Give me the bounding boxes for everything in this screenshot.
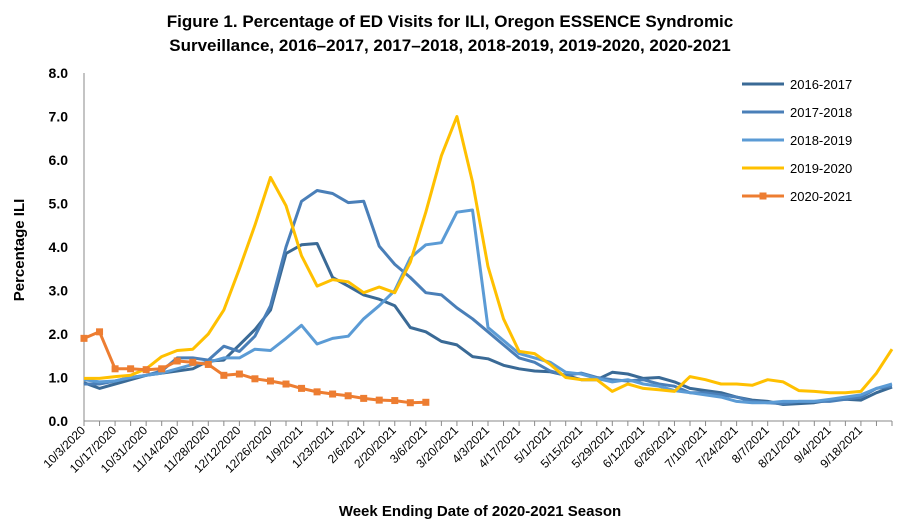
- data-point-2020-2021: [313, 388, 321, 396]
- legend-label-2020-2021: 2020-2021: [790, 189, 852, 204]
- y-tick-label: 5.0: [49, 196, 69, 212]
- legend-label-2019-2020: 2019-2020: [790, 161, 852, 176]
- x-axis-ticks: 10/3/202010/17/202010/31/202011/14/20201…: [40, 421, 893, 476]
- legend-label-2016-2017: 2016-2017: [790, 77, 852, 92]
- y-axis-label: Percentage ILI: [11, 199, 28, 302]
- y-tick-label: 1.0: [49, 370, 69, 386]
- y-tick-label: 0.0: [49, 413, 69, 429]
- data-point-2020-2021: [158, 365, 166, 373]
- data-point-2020-2021: [80, 334, 88, 342]
- data-point-2020-2021: [298, 384, 306, 392]
- y-tick-label: 3.0: [49, 283, 69, 299]
- data-point-2020-2021: [173, 357, 181, 365]
- data-point-2020-2021: [235, 370, 243, 378]
- y-tick-label: 8.0: [49, 65, 69, 81]
- y-tick-label: 2.0: [49, 326, 69, 342]
- legend-label-2018-2019: 2018-2019: [790, 133, 852, 148]
- data-point-2020-2021: [189, 358, 197, 366]
- data-point-2020-2021: [142, 366, 150, 374]
- chart-title: Figure 1. Percentage of ED Visits for IL…: [0, 10, 900, 58]
- y-tick-label: 6.0: [49, 152, 69, 168]
- data-point-2020-2021: [391, 397, 399, 405]
- data-point-2020-2021: [96, 328, 104, 336]
- chart-title-line-1: Figure 1. Percentage of ED Visits for IL…: [166, 12, 734, 31]
- data-point-2020-2021: [329, 390, 337, 398]
- data-point-2020-2021: [375, 396, 383, 404]
- series-line-2019-2020: [84, 115, 894, 395]
- series-line-2018-2019: [83, 208, 893, 405]
- data-point-2020-2021: [360, 394, 368, 402]
- y-axis-ticks: 0.0 1.0 2.0 3.0 4.0 5.0 6.0 7.0 8.0: [49, 65, 69, 429]
- data-point-2020-2021: [127, 365, 135, 373]
- data-point-2020-2021: [406, 399, 414, 407]
- data-point-2020-2021: [111, 365, 119, 373]
- x-axis-label: Week Ending Date of 2020-2021 Season: [339, 503, 621, 520]
- data-point-2020-2021: [251, 375, 259, 383]
- data-point-2020-2021: [422, 398, 430, 406]
- series-lines: [80, 115, 894, 407]
- legend-label-2017-2018: 2017-2018: [790, 105, 852, 120]
- series-line-2020-2021: [83, 330, 426, 405]
- data-point-2020-2021: [220, 371, 228, 379]
- chart-axes: [83, 73, 892, 422]
- y-tick-label: 7.0: [49, 109, 69, 125]
- data-point-2020-2021: [266, 377, 274, 385]
- y-tick-label: 4.0: [49, 239, 69, 255]
- data-point-2020-2021: [204, 360, 212, 368]
- legend-marker-2020-2021: [759, 192, 767, 200]
- chart-title-line-2: Surveillance, 2016–2017, 2017–2018, 2018…: [169, 36, 731, 55]
- data-point-2020-2021: [344, 392, 352, 400]
- data-point-2020-2021: [282, 380, 290, 388]
- series-line-2017-2018: [84, 189, 893, 406]
- legend: 2016-2017 2017-2018 2018-2019 2019-2020 2020…: [742, 77, 852, 204]
